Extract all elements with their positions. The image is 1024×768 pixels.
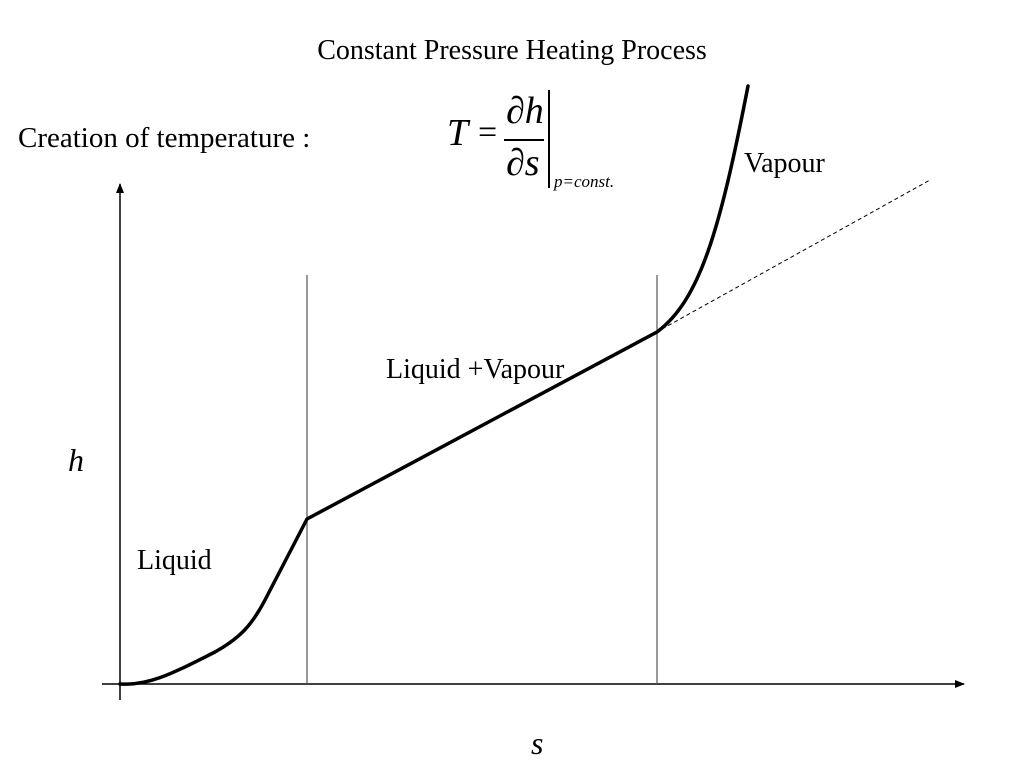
equation-caption: Creation of temperature :: [18, 122, 311, 154]
formula-lhs: T: [447, 112, 469, 154]
tangent-extension: [661, 179, 931, 330]
y-axis-label: h: [68, 442, 84, 478]
formula-equals: =: [478, 114, 498, 151]
evaluation-bar: [548, 90, 550, 188]
region-label-mixture: Liquid +Vapour: [386, 354, 565, 385]
heating-curve: [118, 84, 750, 686]
formula-numerator: ∂h: [506, 90, 544, 132]
formula-subscript: p=const.: [554, 172, 615, 191]
temperature-formula: T = ∂h ∂s p=const.: [440, 86, 640, 196]
region-label-liquid: Liquid: [137, 545, 212, 576]
x-axis-label: s: [531, 725, 544, 761]
region-label-vapour: Vapour: [744, 148, 825, 179]
formula-denominator: ∂s: [506, 142, 540, 184]
diagram-title: Constant Pressure Heating Process: [317, 35, 707, 66]
fraction-bar: [504, 139, 544, 141]
